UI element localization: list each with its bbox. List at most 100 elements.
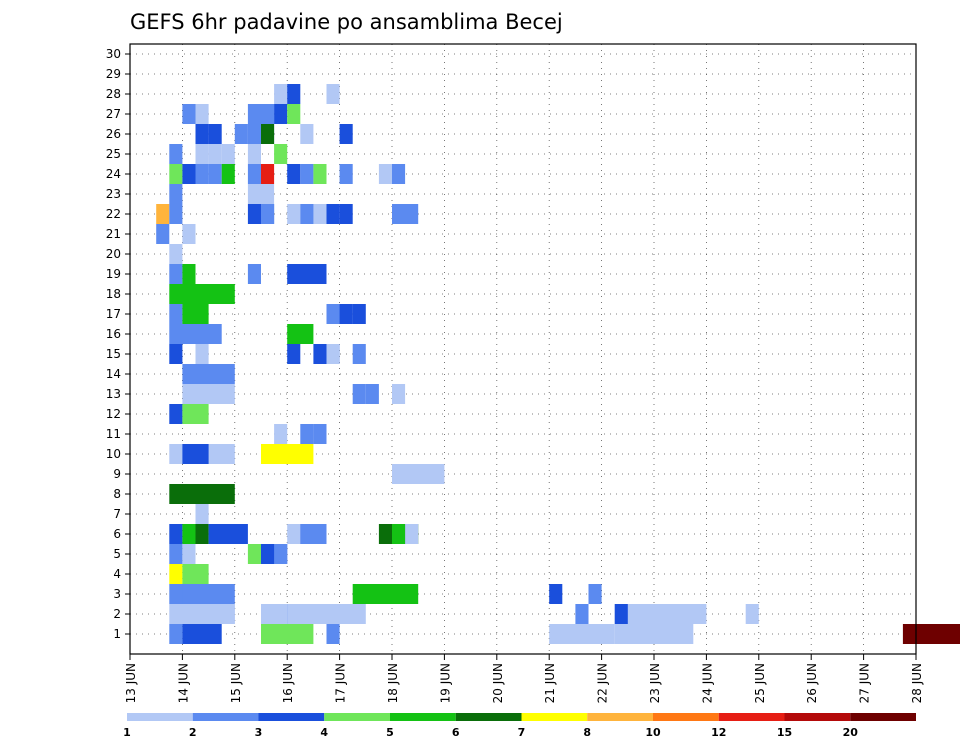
colorbar-segment [587, 713, 653, 721]
heatmap-cell [549, 624, 615, 644]
colorbar-label: 12 [711, 726, 726, 739]
colorbar-segment [653, 713, 719, 721]
heatmap-cell [392, 204, 419, 224]
y-tick-label: 7 [113, 507, 121, 521]
heatmap-cell [169, 184, 183, 204]
heatmap-cell [234, 124, 248, 144]
heatmap-cell [405, 524, 419, 544]
colorbar-label: 5 [386, 726, 394, 739]
heatmap-cell [274, 104, 288, 124]
heatmap-cell [261, 444, 314, 464]
y-tick-label: 18 [106, 287, 121, 301]
heatmap-cell [247, 184, 275, 204]
heatmap-cell [300, 424, 314, 444]
heatmap-cell [261, 624, 314, 644]
heatmap-cell [274, 424, 288, 444]
colorbar-label: 10 [645, 726, 661, 739]
colorbar-label: 4 [320, 726, 328, 739]
heatmap-cell [182, 104, 196, 124]
x-tick-label: 23 JUN [648, 663, 662, 703]
heatmap-cell [287, 324, 314, 344]
y-tick-label: 6 [113, 527, 121, 541]
x-tick-label: 27 JUN [858, 663, 872, 703]
x-tick-label: 24 JUN [700, 663, 714, 703]
heatmap-cell [169, 304, 183, 324]
y-tick-label: 29 [106, 67, 121, 81]
heatmap-cell [182, 404, 209, 424]
y-tick-label: 4 [113, 567, 121, 581]
y-tick-label: 24 [106, 167, 121, 181]
axis-ticks: 1234567891011121314151617181920212223242… [106, 47, 924, 703]
heatmap-cell [182, 304, 209, 324]
colorbar-label: 8 [583, 726, 591, 739]
heatmap-cell [195, 124, 209, 144]
heatmap-cell [169, 264, 183, 284]
y-tick-label: 12 [106, 407, 121, 421]
heatmap-cell [195, 504, 209, 524]
heatmap-cell [352, 304, 366, 324]
heatmap-cell [339, 204, 353, 224]
heatmap-cell [169, 324, 222, 344]
x-tick-label: 16 JUN [281, 663, 295, 703]
x-tick-label: 26 JUN [805, 663, 819, 703]
y-tick-label: 9 [113, 467, 121, 481]
y-tick-label: 10 [106, 447, 121, 461]
heatmap-cell [208, 124, 222, 144]
colorbar-segment [324, 713, 390, 721]
heatmap-cell [392, 384, 406, 404]
heatmap-cell [247, 264, 261, 284]
heatmap-cell [208, 144, 222, 164]
colorbar-label: 7 [518, 726, 526, 739]
heatmap-cell [326, 624, 340, 644]
y-tick-label: 22 [106, 207, 121, 221]
heatmap-cell [182, 564, 209, 584]
heatmap-cell [365, 384, 379, 404]
heatmap-cell [156, 204, 170, 224]
y-tick-label: 14 [106, 367, 121, 381]
heatmap-cell [156, 224, 170, 244]
y-tick-label: 20 [106, 247, 121, 261]
heatmap-cell [352, 384, 366, 404]
y-tick-label: 16 [106, 327, 121, 341]
heatmap-cell [182, 484, 196, 504]
y-tick-label: 3 [113, 587, 121, 601]
heatmap-cell [745, 604, 759, 624]
heatmap-cell [221, 144, 235, 164]
heatmap-cell [392, 524, 406, 544]
heatmap-cell [627, 604, 707, 624]
heatmap-cell [182, 524, 196, 544]
heatmap-cell [392, 164, 406, 184]
heatmap-cell [287, 104, 301, 124]
heatmap-cell [326, 204, 340, 224]
heatmap-cell [287, 84, 301, 104]
heatmap-cell [221, 164, 235, 184]
y-tick-label: 28 [106, 87, 121, 101]
colorbar-label: 6 [452, 726, 460, 739]
colorbar-segment [127, 713, 193, 721]
heatmap-cell [169, 404, 183, 424]
colorbar-label: 2 [189, 726, 197, 739]
heatmap-cell [549, 584, 563, 604]
heatmap-cell [182, 544, 196, 564]
heatmap-cell [182, 444, 209, 464]
heatmap-cell [313, 204, 327, 224]
heatmap-cell [902, 624, 960, 644]
heatmap-cell [575, 604, 589, 624]
heatmap-cell [326, 344, 340, 364]
heatmap-cell [339, 164, 353, 184]
heatmap-cell [287, 344, 301, 364]
heatmap-cell [169, 204, 183, 224]
heatmap-cell [261, 124, 275, 144]
y-tick-label: 19 [106, 267, 121, 281]
heatmap-cell [339, 304, 353, 324]
heatmap-cell [208, 524, 248, 544]
heatmap-cell [300, 124, 314, 144]
heatmap-cell [352, 344, 366, 364]
heatmap-cell [300, 164, 314, 184]
heatmap-cell [614, 624, 694, 644]
heatmap-cell [182, 584, 196, 604]
y-tick-label: 1 [113, 627, 121, 641]
colorbar-segment [784, 713, 851, 721]
heatmap-cell [365, 584, 419, 604]
heatmap-cell [182, 604, 235, 624]
